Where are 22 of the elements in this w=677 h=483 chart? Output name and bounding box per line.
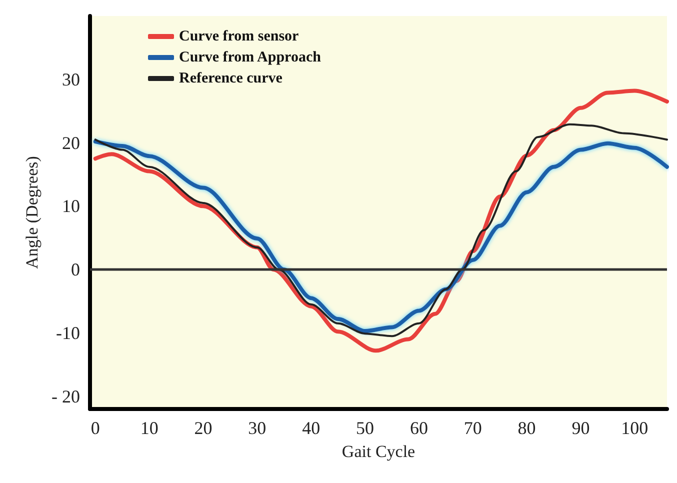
x-tick-label: 0 xyxy=(90,418,100,438)
x-tick-label: 80 xyxy=(518,418,536,438)
x-tick-label: 60 xyxy=(410,418,428,438)
x-tick-label: 40 xyxy=(302,418,320,438)
y-tick-label: 20 xyxy=(62,132,80,153)
y-tick-label: 30 xyxy=(62,69,80,90)
x-tick-label: 90 xyxy=(572,418,590,438)
legend-label: Curve from Approach xyxy=(179,50,322,66)
legend-label: Curve from sensor xyxy=(179,28,300,44)
x-tick-label: 50 xyxy=(356,418,374,438)
y-axis-title: Angle (Degrees) xyxy=(22,156,42,269)
y-tick-label: 0 xyxy=(71,260,80,280)
x-axis-title: Gait Cycle xyxy=(342,442,416,461)
legend-label: Reference curve xyxy=(179,70,283,86)
x-tick-label: 30 xyxy=(248,418,266,438)
x-tick-label: 100 xyxy=(621,418,648,438)
x-tick-label: 70 xyxy=(464,418,482,438)
y-tick-label: - 20 xyxy=(52,386,80,406)
y-tick-label: -10 xyxy=(56,322,80,343)
y-tick-label: 10 xyxy=(62,196,80,216)
x-tick-label: 20 xyxy=(194,418,212,438)
x-tick-label: 10 xyxy=(140,418,158,438)
